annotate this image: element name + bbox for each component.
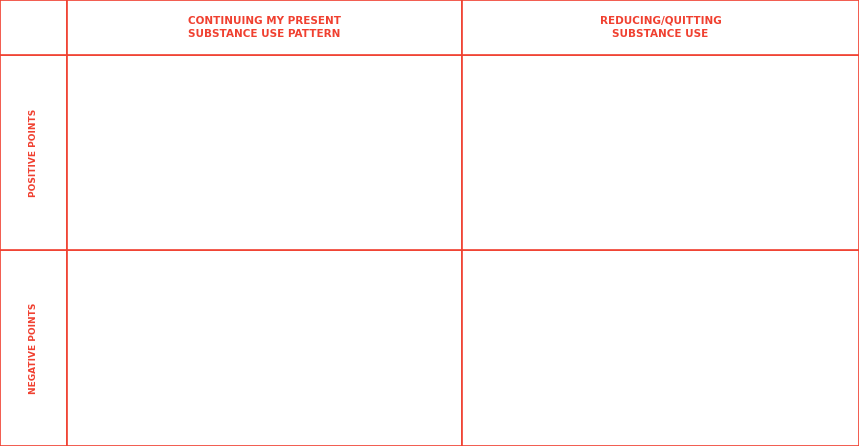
Text: CONTINUING MY PRESENT
SUBSTANCE USE PATTERN: CONTINUING MY PRESENT SUBSTANCE USE PATT… xyxy=(188,16,341,39)
Text: POSITIVE POINTS: POSITIVE POINTS xyxy=(29,108,38,197)
Bar xyxy=(462,55,859,250)
Bar xyxy=(462,250,859,446)
Bar xyxy=(67,250,462,446)
Bar xyxy=(462,0,859,55)
Bar xyxy=(0,55,67,250)
Bar xyxy=(0,0,67,55)
Text: NEGATIVE POINTS: NEGATIVE POINTS xyxy=(29,302,38,394)
Bar xyxy=(0,250,67,446)
Bar xyxy=(67,55,462,250)
Text: REDUCING/QUITTING
SUBSTANCE USE: REDUCING/QUITTING SUBSTANCE USE xyxy=(600,16,722,39)
Bar xyxy=(67,0,462,55)
